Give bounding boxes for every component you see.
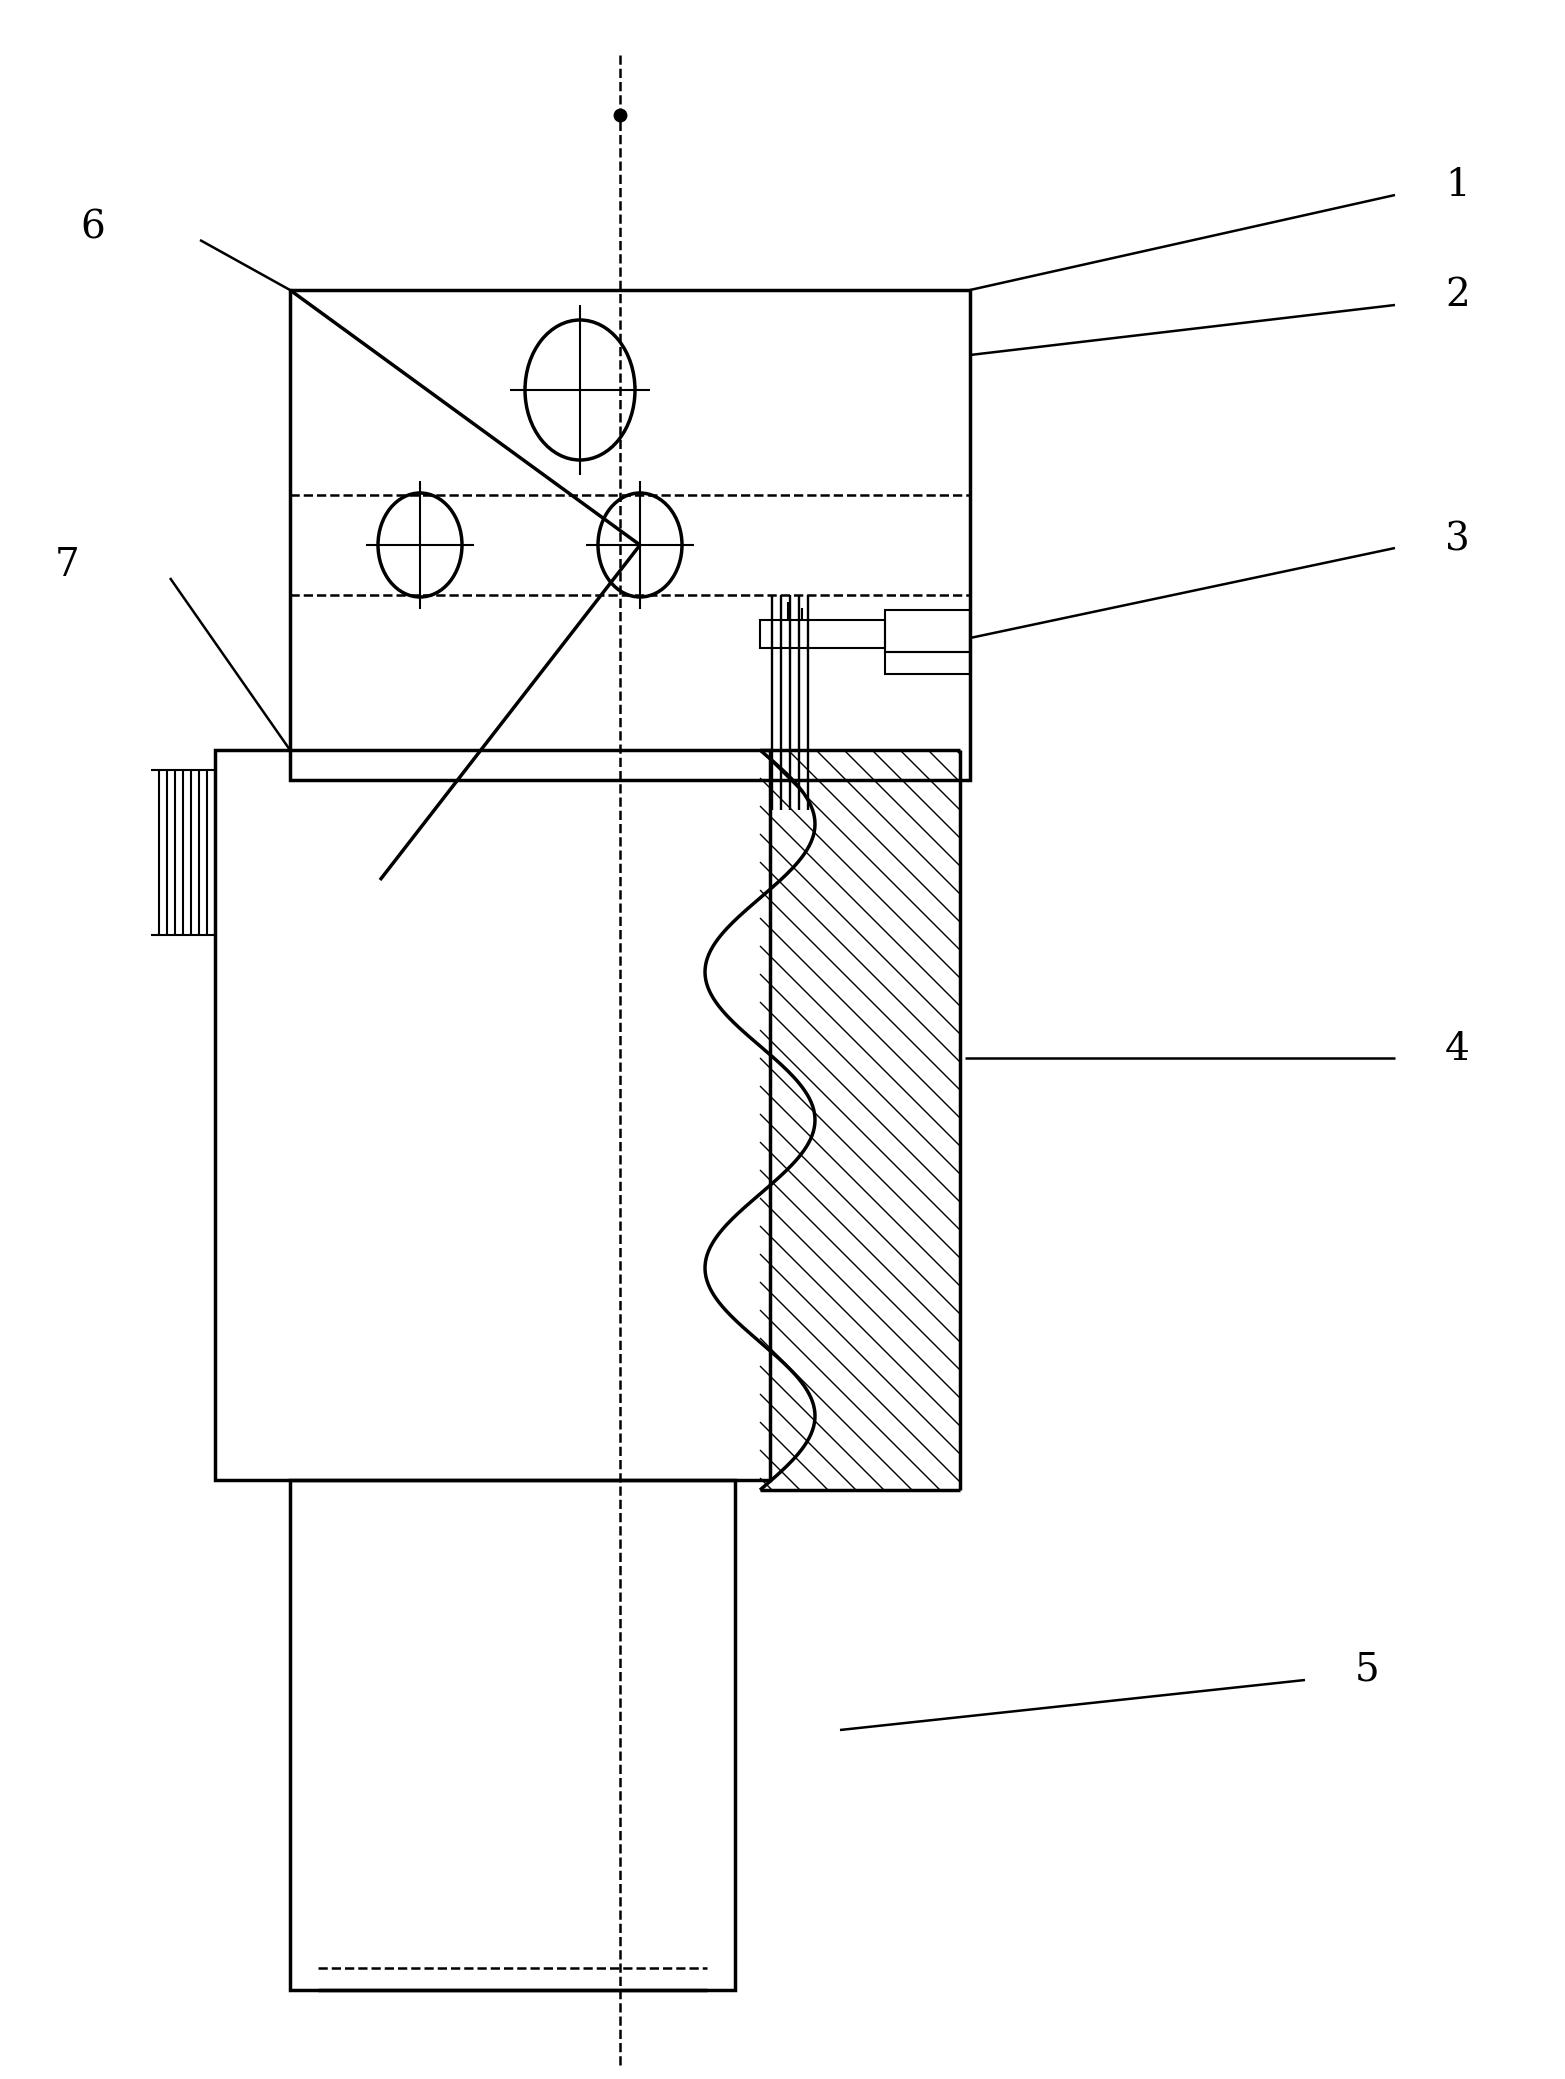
Bar (761, 620, 884, 649)
Text: 1: 1 (1444, 166, 1470, 204)
Text: 7: 7 (55, 547, 80, 584)
Bar (884, 653, 970, 674)
Text: 6: 6 (80, 210, 105, 247)
Bar (214, 751, 770, 1480)
Text: 2: 2 (1444, 277, 1470, 314)
Text: 3: 3 (1444, 522, 1470, 559)
Bar (290, 289, 970, 780)
Bar (290, 1480, 736, 1990)
Text: 5: 5 (1355, 1651, 1380, 1688)
Bar (884, 609, 970, 653)
Text: 4: 4 (1444, 1031, 1470, 1069)
